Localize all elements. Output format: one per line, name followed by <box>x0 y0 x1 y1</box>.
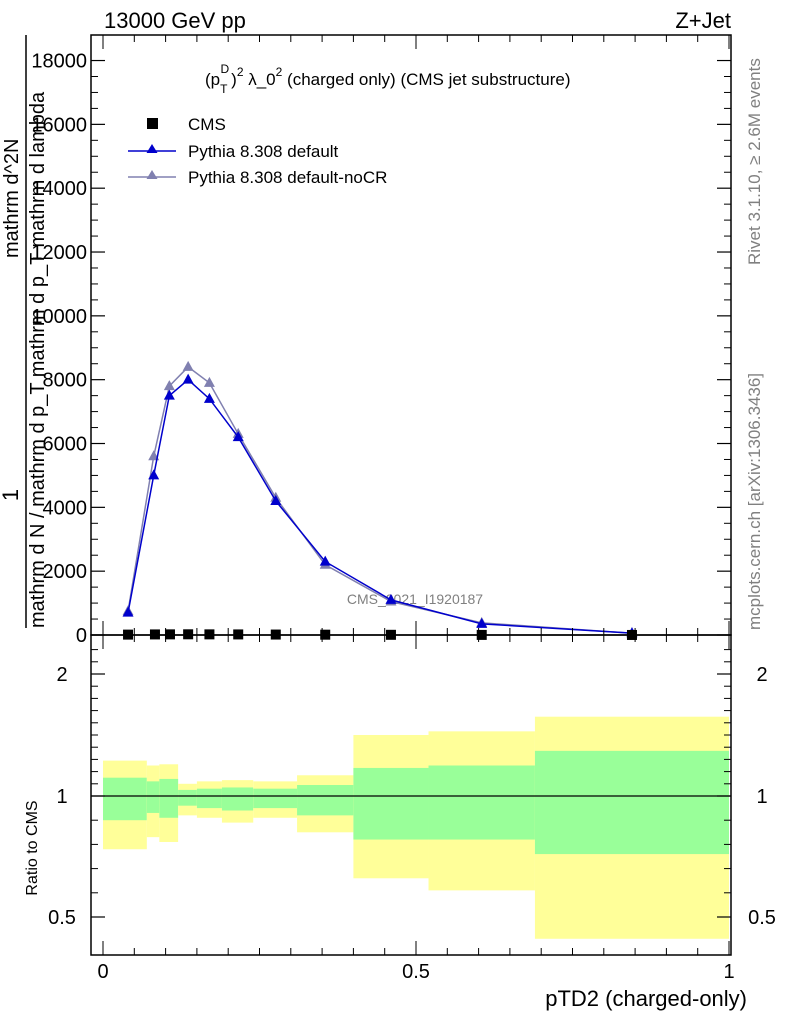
ratio-band-inner <box>221 787 254 811</box>
series-point <box>476 617 488 628</box>
ratio-tick-label-right: 1 <box>756 786 767 808</box>
ratio-band-inner <box>146 781 160 813</box>
svg-text:(pTD)2 λ_02 (charged only) (CM: (pTD)2 λ_02 (charged only) (CMS jet subs… <box>205 62 570 96</box>
legend-label-cms: CMS <box>188 115 226 134</box>
title-part-d: (charged only) (CMS jet substructure) <box>282 70 570 89</box>
ratio-tick-label-left: 2 <box>56 664 67 686</box>
ratio-band-inner <box>196 788 222 809</box>
header-left: 13000 GeV pp <box>104 8 246 33</box>
y-tick-label: 8000 <box>43 370 88 392</box>
x-tick-label: 0 <box>97 961 108 983</box>
y-tick-label: 6000 <box>43 434 88 456</box>
header-right: Z+Jet <box>675 8 731 33</box>
y-tick-label: 18000 <box>31 51 87 73</box>
legend-label-default: Pythia 8.308 default <box>188 142 339 161</box>
y-tick-label: 14000 <box>31 178 87 200</box>
y-tick-label: 0 <box>76 625 87 647</box>
ratio-tick-label-left: 1 <box>56 786 67 808</box>
ratio-tick-label-right: 0.5 <box>748 907 776 929</box>
ratio-band-inner <box>103 777 147 821</box>
y-tick-label: 12000 <box>31 242 87 264</box>
legend-marker-default <box>146 144 158 153</box>
ratio-uncertainty-bands <box>103 716 729 939</box>
series-point <box>319 555 331 566</box>
series-point <box>203 376 215 387</box>
ratio-band-inner <box>428 765 535 840</box>
ratio-band-inner <box>353 767 429 840</box>
x-tick-label: 0.5 <box>402 961 430 983</box>
series-point <box>385 593 397 604</box>
title-part-a: (p <box>205 70 220 89</box>
ratio-y-label: Ratio to CMS <box>24 800 41 895</box>
main-plot-frame <box>90 34 732 636</box>
y-tick-label: 10000 <box>31 306 87 328</box>
title-sub-t: T <box>220 82 228 96</box>
series-point <box>163 380 175 391</box>
analysis-watermark: CMS_2021_I1920187 <box>347 591 483 607</box>
series-point <box>182 360 194 371</box>
title-sup-2a: 2 <box>237 65 244 79</box>
legend-label-nocr: Pythia 8.308 default-noCR <box>188 168 387 187</box>
legend: CMS Pythia 8.308 default Pythia 8.308 de… <box>128 115 387 187</box>
x-ticks: 0 0.5 1 <box>97 35 735 983</box>
title-sup-2b: 2 <box>276 65 283 79</box>
title-part-b: ) <box>231 70 237 89</box>
ratio-band-inner <box>178 789 197 806</box>
ratio-tick-label-right: 2 <box>756 664 767 686</box>
ratio-band-inner <box>159 778 179 818</box>
main-y-ticks: 0 2000 4000 6000 8000 10000 12000 14000 16000 180… <box>31 51 731 647</box>
y-tick-label: 4000 <box>43 497 88 519</box>
mcplots-label: mcplots.cern.ch [arXiv:1306.3436] <box>745 373 764 630</box>
y-tick-label: 2000 <box>43 561 88 583</box>
series-point <box>163 389 175 400</box>
series-point <box>182 373 194 384</box>
legend-marker-cms <box>147 118 158 129</box>
y-label-denominator: mathrm d N / mathrm d p_T mathrm d p_T m… <box>27 91 49 628</box>
title-sup-d: D <box>220 62 229 76</box>
ratio-band-inner <box>297 785 354 816</box>
plot-title: (pTD)2 λ_02 (charged only) (CMS jet subs… <box>205 62 570 96</box>
series-point <box>122 606 134 617</box>
main-y-label: 1 mathrm d N / mathrm d p_T mathrm d p_T… <box>0 35 49 628</box>
rivet-label: Rivet 3.1.10, ≥ 2.6M events <box>745 58 764 265</box>
legend-marker-nocr <box>146 170 158 179</box>
x-axis-label: pTD2 (charged-only) <box>545 986 747 1011</box>
title-part-c: λ_0 <box>244 70 276 89</box>
y-tick-label: 16000 <box>31 114 87 136</box>
ratio-ticks: 0.5 0.5 1 1 2 2 <box>48 649 776 929</box>
series-point <box>203 392 215 403</box>
ratio-band-inner <box>534 750 729 855</box>
x-tick-label: 1 <box>723 961 734 983</box>
series-point <box>148 469 160 480</box>
y-label-numerator: mathrm d^2N <box>1 139 23 258</box>
series-point <box>270 494 282 505</box>
ratio-tick-label-left: 0.5 <box>48 907 76 929</box>
ratio-band-inner <box>253 788 298 809</box>
ratio-plot-frame <box>90 634 732 956</box>
y-label-one: 1 <box>0 489 23 501</box>
series-point <box>232 431 244 442</box>
